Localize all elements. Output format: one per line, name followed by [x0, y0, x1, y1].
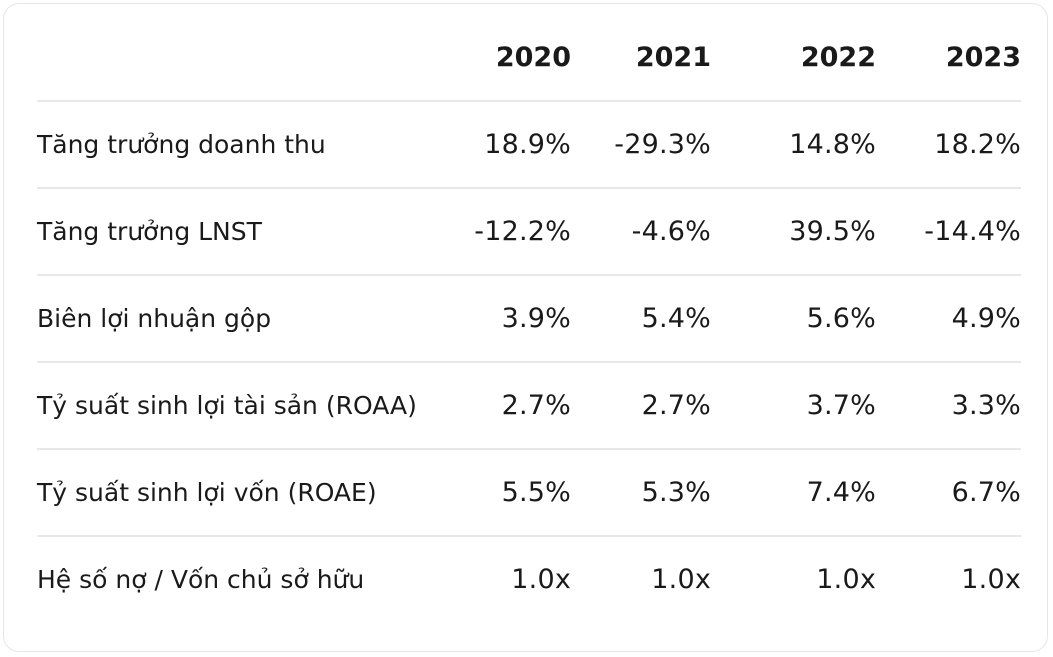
- column-header-2021: 2021: [571, 14, 711, 102]
- table-cell: 5.3%: [571, 449, 711, 537]
- table-cell: 2.7%: [441, 362, 571, 450]
- row-label: Biên lợi nhuận gộp: [37, 275, 441, 363]
- table-cell: 3.9%: [441, 275, 571, 363]
- table-cell: 1.0x: [651, 564, 711, 595]
- table-cell: 7.4%: [711, 449, 876, 537]
- table-cell: 18.9%: [441, 101, 571, 189]
- table-row-gross-margin: Biên lợi nhuận gộp 3.9% 5.4% 5.6% 4.9%: [37, 275, 1021, 363]
- table-cell: 4.9%: [876, 275, 1021, 363]
- column-header-2022: 2022: [711, 14, 876, 102]
- table-row-revenue-growth: Tăng trưởng doanh thu 18.9% -29.3% 14.8%…: [37, 101, 1021, 189]
- table-cell: 1.0x: [511, 564, 571, 595]
- financial-ratios-card: 2020 2021 2022 2023 Tăng trưởng doanh th…: [3, 3, 1048, 652]
- table-cell: 5.6%: [711, 275, 876, 363]
- table-cell: 6.7%: [876, 449, 1021, 537]
- table-cell: 5.5%: [441, 449, 571, 537]
- table-cell: 2.7%: [571, 362, 711, 450]
- table-cell: 18.2%: [876, 101, 1021, 189]
- table-cell: -29.3%: [571, 101, 711, 189]
- table-cell: -12.2%: [441, 188, 571, 276]
- table-cell: 3.7%: [711, 362, 876, 450]
- table-cell: 1.0x: [816, 564, 876, 595]
- table-cell: -14.4%: [876, 188, 1021, 276]
- row-label: Tỷ suất sinh lợi vốn (ROAE): [37, 449, 441, 537]
- table-cell: 3.3%: [876, 362, 1021, 450]
- row-label: Hệ số nợ / Vốn chủ sở hữu: [37, 565, 365, 594]
- table-row-net-profit-growth: Tăng trưởng LNST -12.2% -4.6% 39.5% -14.…: [37, 188, 1021, 276]
- header-row: 2020 2021 2022 2023: [37, 14, 1021, 102]
- row-label: Tăng trưởng doanh thu: [37, 101, 441, 189]
- table-cell: 14.8%: [711, 101, 876, 189]
- column-header-2020: 2020: [441, 14, 571, 102]
- row-label: Tăng trưởng LNST: [37, 188, 441, 276]
- column-header-2023: 2023: [876, 14, 1021, 102]
- row-label: Tỷ suất sinh lợi tài sản (ROAA): [37, 362, 441, 450]
- table-row-roaa: Tỷ suất sinh lợi tài sản (ROAA) 2.7% 2.7…: [37, 362, 1021, 450]
- table-cell: -4.6%: [571, 188, 711, 276]
- table-cell: 39.5%: [711, 188, 876, 276]
- financial-ratios-table: 2020 2021 2022 2023 Tăng trưởng doanh th…: [37, 14, 1021, 622]
- table-cell: 1.0x: [961, 564, 1021, 595]
- header-corner-cell: [37, 14, 441, 102]
- table-cell: 5.4%: [571, 275, 711, 363]
- table-row-debt-to-equity: Hệ số nợ / Vốn chủ sở hữu 1.0x 1.0x 1.0x…: [37, 536, 1021, 622]
- table-row-roae: Tỷ suất sinh lợi vốn (ROAE) 5.5% 5.3% 7.…: [37, 449, 1021, 537]
